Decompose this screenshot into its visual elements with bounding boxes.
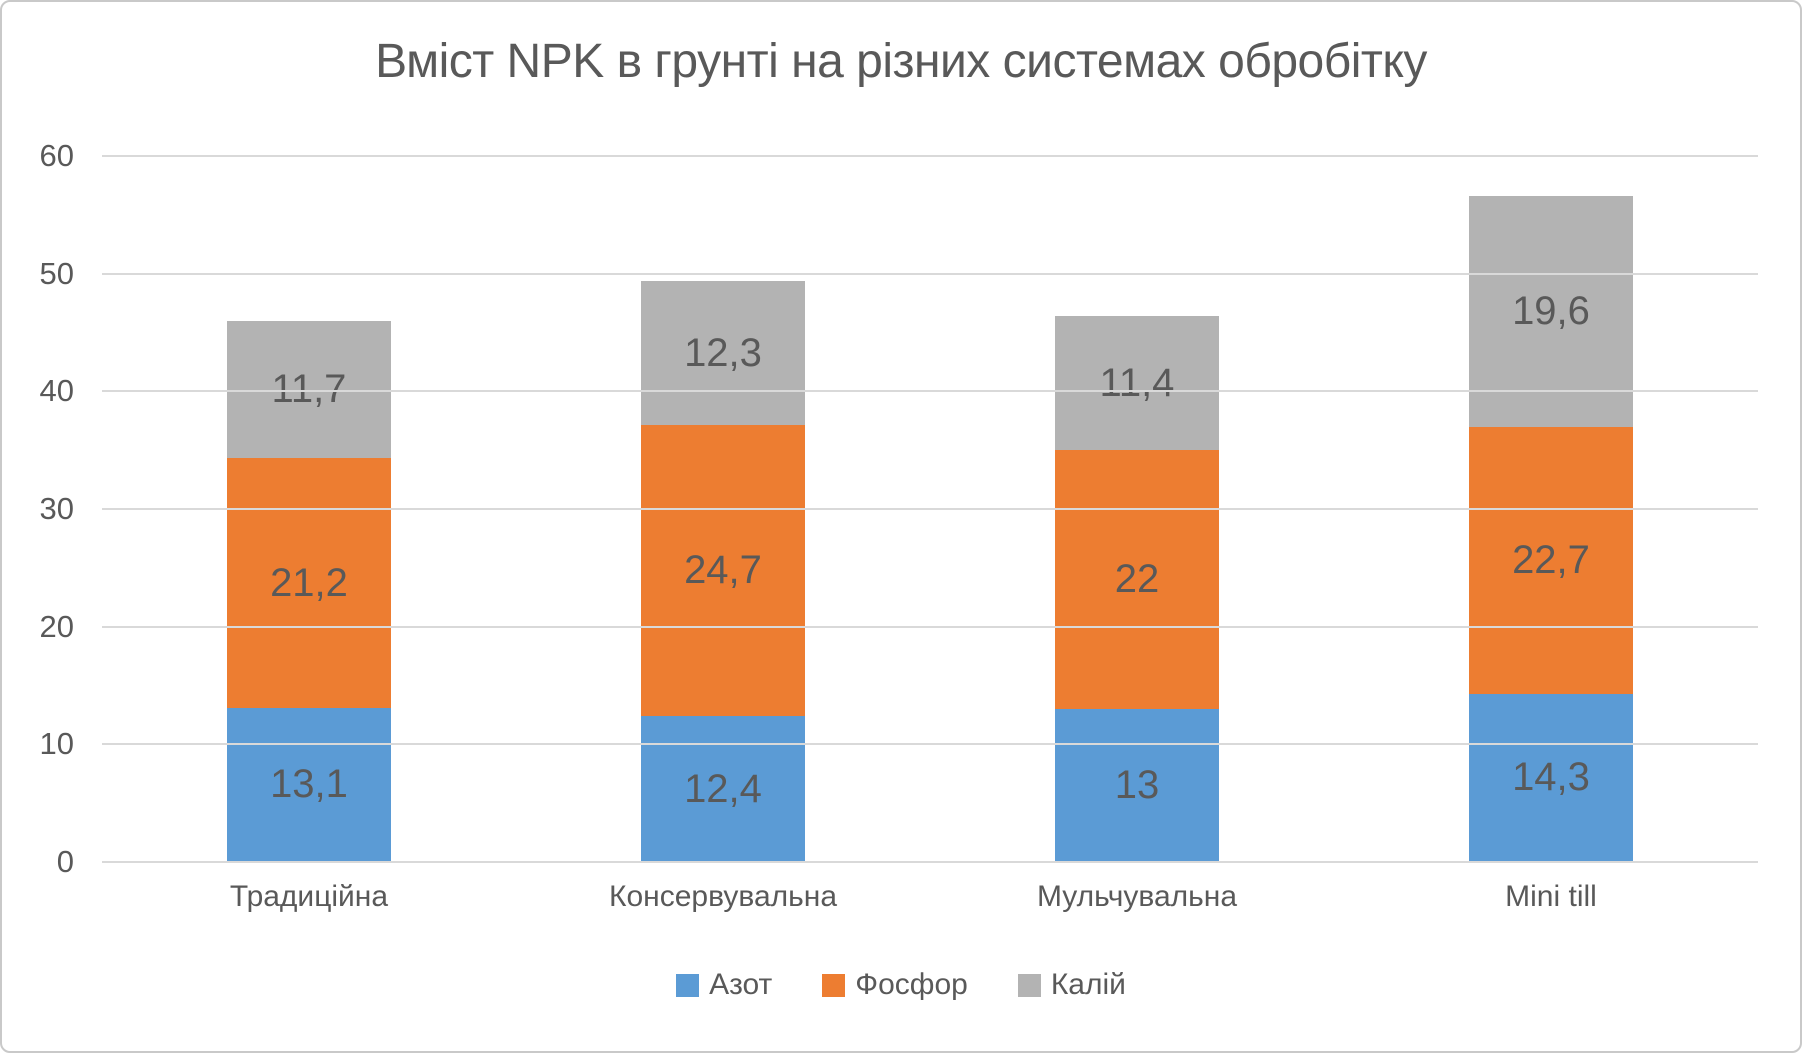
data-label: 24,7 [684, 548, 762, 593]
gridline-60 [102, 155, 1758, 157]
data-label: 14,3 [1512, 755, 1590, 800]
category-label-1: Традиційна [229, 880, 389, 913]
data-label: 13,1 [270, 762, 348, 807]
data-label: 11,4 [1099, 360, 1175, 405]
segment-Азот-1: 13,1 [227, 707, 391, 862]
gridline-0 [102, 861, 1758, 863]
category-label-4: Mini till [1505, 880, 1597, 913]
x-axis: Традиційна Консервувальна Мульчувальна Mini… [102, 880, 1758, 914]
category-label-2: Консервувальна [608, 880, 838, 913]
bar-3: 13 22 11,4 [1055, 156, 1219, 862]
gridline-50 [102, 272, 1758, 275]
bar-slot-4: 14,3 22,7 19,6 [1344, 156, 1758, 862]
data-label: 13 [1114, 763, 1160, 808]
segment-Калій-4: 19,6 [1469, 196, 1633, 427]
y-tick-label-0: 0 [56, 844, 74, 879]
legend-item-Калій: Калій [1017, 968, 1126, 1002]
data-label: 22 [1114, 557, 1160, 602]
category-label-3: Мульчувальна [1036, 880, 1238, 913]
y-tick-label-20: 20 [39, 608, 74, 644]
segment-Калій-1: 11,7 [227, 320, 391, 459]
chart-title: Вміст NPK в грунті на різних системах об… [375, 35, 1427, 88]
bar-slot-3: 13 22 11,4 [930, 156, 1344, 862]
data-label: 21,2 [270, 560, 348, 605]
legend-item-Азот: Азот [676, 968, 772, 1002]
segment-Фосфор-1: 21,2 [227, 458, 391, 708]
data-label: 12,3 [684, 330, 762, 375]
legend: Азот Фосфор Калій [2, 968, 1800, 1002]
legend-swatch-Калій [1017, 973, 1041, 997]
legend-label-Азот: Азот [709, 968, 773, 1001]
data-label: 19,6 [1512, 288, 1590, 333]
bar-slot-1: 13,1 21,2 11,7 [102, 156, 516, 862]
gridline-40 [102, 390, 1758, 393]
bar-slot-2: 12,4 24,7 12,3 [516, 156, 930, 862]
legend-item-Фосфор: Фосфор [822, 968, 968, 1002]
bar-4: 14,3 22,7 19,6 [1469, 156, 1633, 862]
segment-Азот-4: 14,3 [1469, 693, 1633, 862]
gridline-30 [102, 508, 1758, 510]
legend-label-Фосфор: Фосфор [855, 968, 968, 1001]
gridline-10 [102, 743, 1758, 746]
segment-Фосфор-2: 24,7 [641, 425, 805, 717]
bar-2: 12,4 24,7 12,3 [641, 156, 805, 862]
data-label: 11,7 [271, 367, 347, 412]
data-label: 12,4 [684, 766, 762, 811]
legend-label-Калій: Калій [1050, 968, 1126, 1001]
segment-Азот-2: 12,4 [641, 716, 805, 862]
y-tick-label-10: 10 [39, 726, 74, 762]
legend-swatch-Азот [676, 973, 700, 997]
segment-Фосфор-3: 22 [1055, 450, 1219, 710]
data-label: 22,7 [1512, 537, 1590, 582]
plot-area: 13,1 21,2 11,7 12,4 24,7 12,3 13 22 11,4 14,3 22,7… [102, 155, 1758, 863]
bars-layer: 13,1 21,2 11,7 12,4 24,7 12,3 13 22 11,4 14,3 22,7… [102, 156, 1758, 862]
segment-Фосфор-4: 22,7 [1469, 426, 1633, 694]
legend-swatch-Фосфор [822, 973, 846, 997]
y-tick-label-50: 50 [39, 255, 74, 291]
segment-Калій-3: 11,4 [1055, 316, 1219, 451]
gridline-20 [102, 625, 1758, 628]
y-axis: 0 10 20 30 40 50 60 [2, 140, 82, 878]
bar-1: 13,1 21,2 11,7 [227, 156, 391, 862]
segment-Азот-3: 13 [1055, 709, 1219, 862]
segment-Калій-2: 12,3 [641, 280, 805, 426]
y-tick-label-60: 60 [39, 138, 74, 173]
y-tick-label-40: 40 [39, 373, 74, 409]
y-tick-label-30: 30 [39, 491, 74, 526]
